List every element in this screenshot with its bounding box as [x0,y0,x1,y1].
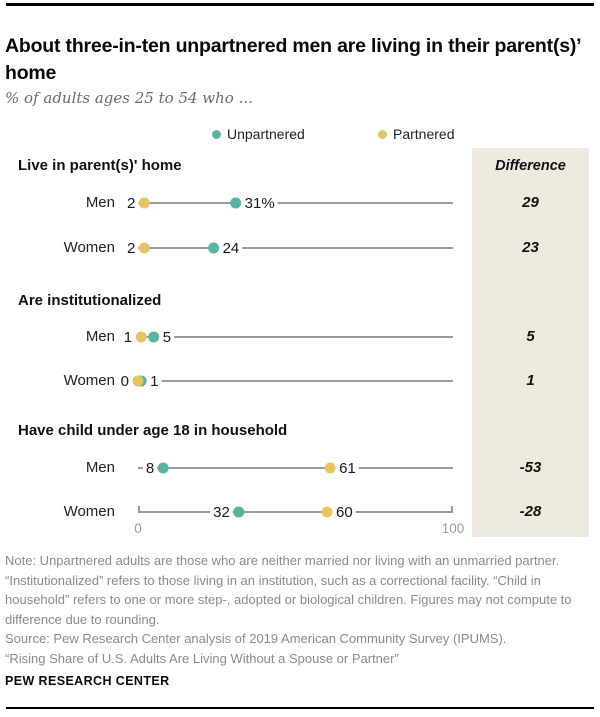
dot-partnered [321,506,333,518]
dot-partnered [324,462,336,474]
brand-label: PEW RESEARCH CENTER [5,674,170,688]
label-gap [218,239,243,257]
label-gap [240,194,278,212]
value-label-high: 1 [150,373,158,390]
label-gap [120,328,136,346]
difference-value: 23 [522,239,539,256]
label-gap [158,328,175,346]
note-text: Note: Unpartnered adults are those who a… [5,553,572,627]
label-gap [142,459,158,477]
legend-label-partnered: Partnered [393,126,455,142]
dot-partnered [138,242,150,254]
chart-title: About three-in-ten unpartnered men are l… [5,35,581,84]
value-label-low: 8 [146,460,154,477]
dot-unpartnered [208,242,220,254]
unpartnered-dot-icon [212,129,221,139]
footer: Note: Unpartnered adults are those who a… [5,551,593,668]
label-gap [123,194,139,212]
value-label-high: 61 [339,460,356,477]
label-gap [210,503,233,521]
report-title-text: “Rising Share of U.S. Adults Are Living … [5,650,399,666]
row-label: Men [85,194,115,211]
row-label: Men [85,328,115,345]
difference-column [472,148,589,537]
value-label-low: 2 [127,240,135,257]
value-label-low: 1 [124,329,132,346]
legend-item-partnered: Partnered [378,126,454,142]
difference-value: 1 [526,372,535,389]
value-label-low: 32 [213,504,230,521]
legend-label-unpartnered: Unpartnered [227,126,305,142]
value-label-low: 0 [121,373,129,390]
difference-value: 5 [526,328,535,345]
axis-tick-label-min: 0 [134,521,142,536]
bottom-rule [6,707,594,709]
dot-unpartnered [148,331,160,343]
label-gap [335,459,359,477]
value-label-high: 24 [223,240,240,257]
row-label: Women [63,239,115,256]
row-label: Women [63,372,115,389]
legend: Unpartnered Partnered [0,126,600,144]
value-label-high: 31% [245,195,275,212]
top-rule [6,3,594,6]
dot-unpartnered [230,197,242,209]
difference-value: -53 [519,459,542,476]
label-gap [332,503,356,521]
difference-column-header: Difference [495,158,566,174]
dot-unpartnered [233,506,245,518]
legend-item-unpartnered: Unpartnered [212,126,305,142]
dot-partnered [138,197,150,209]
row-label: Men [85,459,115,476]
row-label: Women [63,503,115,520]
value-label-high: 5 [163,329,171,346]
value-label-low: 2 [127,195,135,212]
label-gap [146,372,162,390]
dot-partnered [135,331,147,343]
value-label-high: 60 [336,504,353,521]
dot-partnered [132,375,144,387]
source-text: Source: Pew Research Center analysis of … [5,631,507,646]
difference-value: -28 [519,503,542,520]
section-header: Have child under age 18 in household [18,422,288,439]
dot-unpartnered [157,462,169,474]
partnered-dot-icon [378,129,387,139]
label-gap [123,239,139,257]
axis-tick-label-max: 100 [442,521,465,536]
section-header: Are institutionalized [18,292,162,309]
section-header: Live in parent(s)' home [18,157,182,174]
label-gap [117,372,132,390]
chart-subtitle: % of adults ages 25 to 54 who ... [5,89,253,107]
difference-value: 29 [522,194,539,211]
